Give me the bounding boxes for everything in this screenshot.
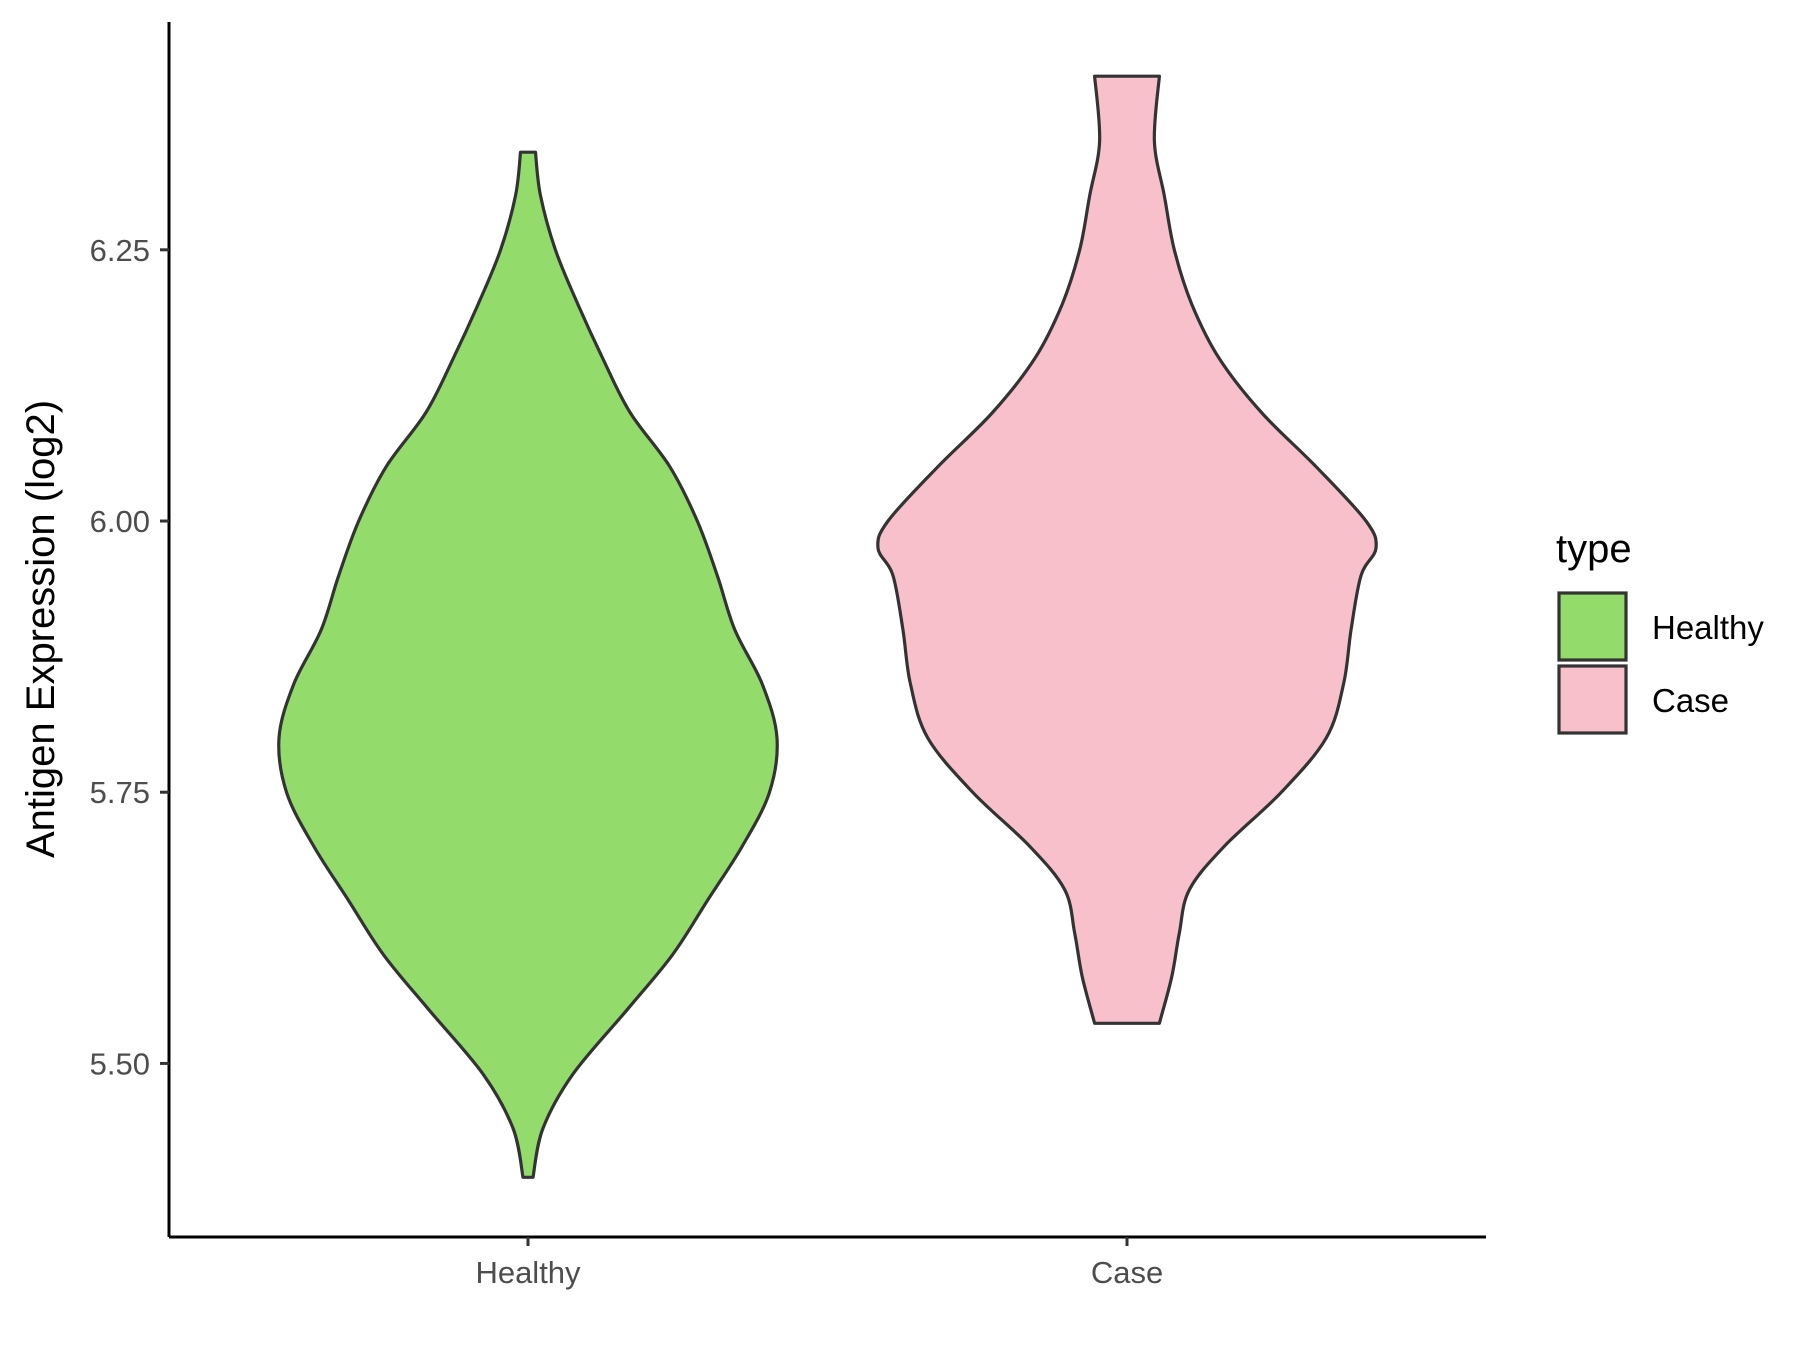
legend-label-case: Case (1652, 682, 1729, 719)
y-tick-label: 6.25 (90, 233, 150, 268)
x-axis-ticks: Healthy Case (475, 1237, 1163, 1290)
legend: type Healthy Case (1556, 527, 1764, 735)
y-axis-ticks: 5.50 5.75 6.00 6.25 (90, 233, 169, 1081)
x-tick-label: Case (1091, 1255, 1163, 1290)
legend-key-case (1557, 664, 1628, 735)
y-tick-label: 5.75 (90, 775, 150, 810)
violin-layer (277, 74, 1378, 1179)
plot-area: 5.50 5.75 6.00 6.25 Healthy Case (90, 22, 1486, 1290)
violin-healthy (277, 150, 779, 1179)
y-axis-title: Antigen Expression (log2) (19, 400, 63, 858)
y-tick-label: 6.00 (90, 504, 150, 539)
x-tick-label: Healthy (475, 1255, 581, 1290)
legend-key-healthy (1557, 591, 1628, 662)
legend-label-healthy: Healthy (1652, 609, 1764, 646)
violin-case (876, 74, 1378, 1025)
y-tick-label: 5.50 (90, 1046, 150, 1081)
legend-title: type (1556, 527, 1632, 571)
